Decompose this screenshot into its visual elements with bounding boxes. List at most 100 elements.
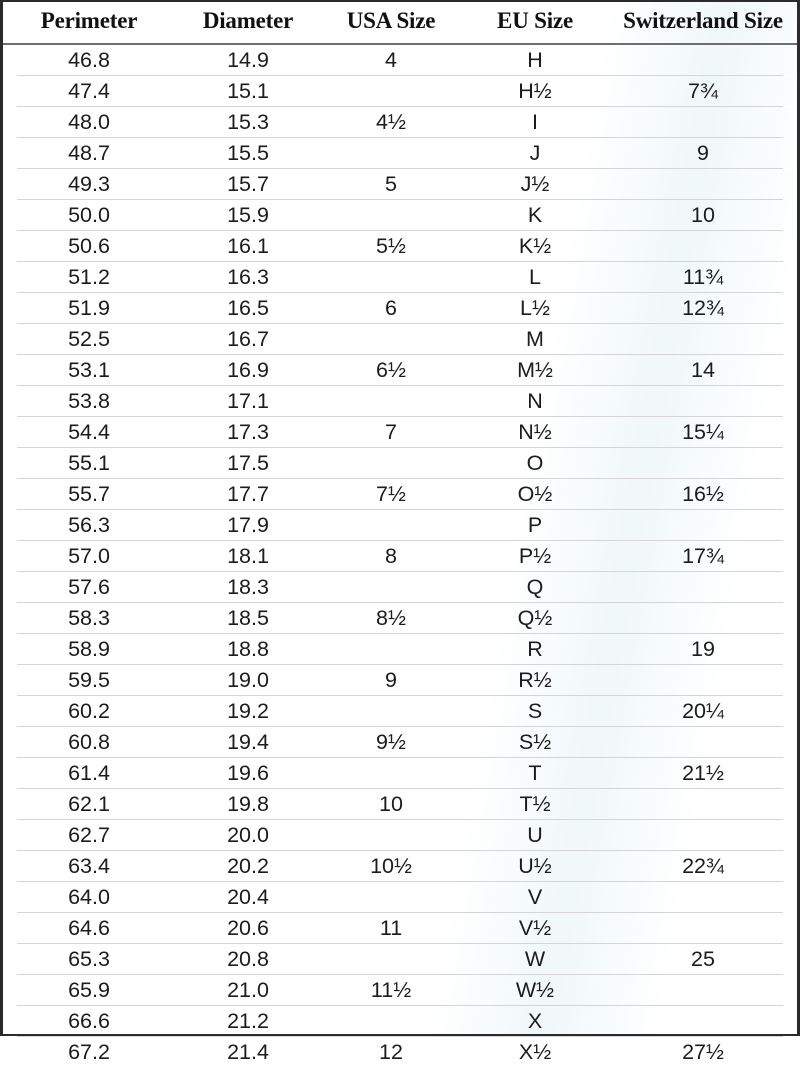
cell-usa-size — [321, 261, 461, 293]
cell-perimeter: 57.0 — [3, 540, 175, 572]
cell-perimeter: 57.6 — [3, 571, 175, 603]
cell-diameter: 17.5 — [175, 447, 321, 479]
cell-perimeter: 58.9 — [3, 633, 175, 665]
cell-eu-size: J — [461, 137, 609, 169]
cell-usa-size: 7 — [321, 416, 461, 448]
cell-eu-size: K½ — [461, 230, 609, 262]
cell-eu-size: O — [461, 447, 609, 479]
table-row: 55.7 17.7 7½ O½ 16½ — [3, 478, 797, 510]
cell-switzerland-size: 19 — [609, 633, 797, 665]
table-row: 46.8 14.9 4 H — [3, 44, 797, 76]
cell-eu-size: W½ — [461, 974, 609, 1006]
cell-eu-size: R½ — [461, 664, 609, 696]
table-row: 50.0 15.9 K 10 — [3, 199, 797, 231]
cell-diameter: 16.9 — [175, 354, 321, 386]
cell-perimeter: 54.4 — [3, 416, 175, 448]
cell-usa-size — [321, 757, 461, 789]
cell-eu-size: N — [461, 385, 609, 417]
cell-switzerland-size: 21½ — [609, 757, 797, 789]
cell-eu-size: N½ — [461, 416, 609, 448]
table-row: 60.8 19.4 9½ S½ — [3, 726, 797, 758]
cell-eu-size: P — [461, 509, 609, 541]
cell-diameter: 19.8 — [175, 788, 321, 820]
cell-switzerland-size — [609, 385, 797, 417]
cell-perimeter: 60.2 — [3, 695, 175, 727]
cell-switzerland-size: 9 — [609, 137, 797, 169]
cell-usa-size — [321, 1005, 461, 1037]
cell-perimeter: 65.3 — [3, 943, 175, 975]
cell-usa-size — [321, 509, 461, 541]
table-row: 53.8 17.1 N — [3, 385, 797, 417]
cell-diameter: 20.4 — [175, 881, 321, 913]
table-row: 61.4 19.6 T 21½ — [3, 757, 797, 789]
table-row: 57.6 18.3 Q — [3, 571, 797, 603]
cell-perimeter: 48.7 — [3, 137, 175, 169]
cell-diameter: 15.5 — [175, 137, 321, 169]
cell-usa-size — [321, 943, 461, 975]
table-row: 56.3 17.9 P — [3, 509, 797, 541]
cell-eu-size: S½ — [461, 726, 609, 758]
cell-eu-size: V — [461, 881, 609, 913]
table-row: 51.9 16.5 6 L½ 12¾ — [3, 292, 797, 324]
table-row: 64.0 20.4 V — [3, 881, 797, 913]
table-row: 62.1 19.8 10 T½ — [3, 788, 797, 820]
cell-usa-size: 10 — [321, 788, 461, 820]
column-header-usa-size: USA Size — [346, 8, 436, 33]
cell-eu-size: L — [461, 261, 609, 293]
cell-eu-size: M — [461, 323, 609, 355]
cell-perimeter: 51.2 — [3, 261, 175, 293]
cell-eu-size: V½ — [461, 912, 609, 944]
cell-usa-size — [321, 447, 461, 479]
cell-eu-size: O½ — [461, 478, 609, 510]
cell-usa-size: 9½ — [321, 726, 461, 758]
cell-switzerland-size — [609, 323, 797, 355]
cell-switzerland-size: 17¾ — [609, 540, 797, 572]
cell-diameter: 20.8 — [175, 943, 321, 975]
cell-eu-size: T½ — [461, 788, 609, 820]
cell-perimeter: 55.7 — [3, 478, 175, 510]
cell-switzerland-size — [609, 788, 797, 820]
table-row: 64.6 20.6 11 V½ — [3, 912, 797, 944]
cell-diameter: 15.3 — [175, 106, 321, 138]
cell-diameter: 19.0 — [175, 664, 321, 696]
cell-usa-size: 8 — [321, 540, 461, 572]
cell-switzerland-size: 10 — [609, 199, 797, 231]
cell-eu-size: Q½ — [461, 602, 609, 634]
cell-switzerland-size — [609, 881, 797, 913]
cell-usa-size — [321, 137, 461, 169]
cell-eu-size: P½ — [461, 540, 609, 572]
cell-perimeter: 59.5 — [3, 664, 175, 696]
cell-eu-size: T — [461, 757, 609, 789]
cell-usa-size: 5 — [321, 168, 461, 200]
cell-diameter: 18.8 — [175, 633, 321, 665]
cell-perimeter: 64.0 — [3, 881, 175, 913]
cell-perimeter: 47.4 — [3, 75, 175, 107]
cell-switzerland-size — [609, 1005, 797, 1037]
cell-switzerland-size — [609, 44, 797, 76]
size-chart: Perimeter Diameter USA Size EU Size Swit… — [3, 2, 797, 1067]
table-row: 50.6 16.1 5½ K½ — [3, 230, 797, 262]
cell-usa-size: 10½ — [321, 850, 461, 882]
cell-perimeter: 58.3 — [3, 602, 175, 634]
cell-diameter: 17.1 — [175, 385, 321, 417]
cell-switzerland-size — [609, 912, 797, 944]
cell-diameter: 17.9 — [175, 509, 321, 541]
cell-usa-size: 7½ — [321, 478, 461, 510]
cell-usa-size: 9 — [321, 664, 461, 696]
table-row: 48.7 15.5 J 9 — [3, 137, 797, 169]
table-row: 54.4 17.3 7 N½ 15¼ — [3, 416, 797, 448]
cell-diameter: 16.3 — [175, 261, 321, 293]
cell-usa-size — [321, 199, 461, 231]
cell-perimeter: 62.7 — [3, 819, 175, 851]
cell-perimeter: 50.0 — [3, 199, 175, 231]
column-header-diameter: Diameter — [202, 8, 294, 33]
cell-eu-size: Q — [461, 571, 609, 603]
cell-eu-size: X — [461, 1005, 609, 1037]
cell-switzerland-size — [609, 168, 797, 200]
cell-usa-size: 6 — [321, 292, 461, 324]
cell-switzerland-size — [609, 509, 797, 541]
cell-usa-size: 4½ — [321, 106, 461, 138]
cell-eu-size: R — [461, 633, 609, 665]
cell-eu-size: U — [461, 819, 609, 851]
cell-diameter: 20.6 — [175, 912, 321, 944]
